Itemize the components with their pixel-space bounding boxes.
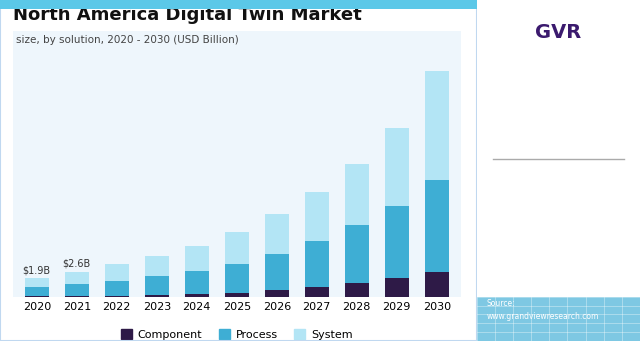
Bar bbox=[25, 287, 49, 296]
Text: GRAND VIEW RESEARCH: GRAND VIEW RESEARCH bbox=[516, 66, 601, 71]
Bar bbox=[65, 284, 89, 296]
Bar bbox=[105, 296, 129, 297]
Bar bbox=[225, 293, 249, 297]
Bar bbox=[145, 276, 169, 295]
Bar bbox=[65, 296, 89, 297]
Text: $2.6B: $2.6B bbox=[63, 258, 91, 269]
Bar bbox=[65, 271, 89, 284]
Bar bbox=[265, 214, 289, 254]
FancyBboxPatch shape bbox=[0, 0, 477, 9]
Bar bbox=[425, 71, 449, 180]
Bar bbox=[305, 287, 329, 297]
Bar bbox=[345, 283, 369, 297]
Bar bbox=[305, 241, 329, 287]
Bar bbox=[185, 271, 209, 294]
Bar bbox=[425, 180, 449, 271]
Bar bbox=[385, 278, 409, 297]
FancyBboxPatch shape bbox=[477, 297, 640, 341]
Legend: Component, Process, System: Component, Process, System bbox=[116, 325, 357, 341]
Text: size, by solution, 2020 - 2030 (USD Billion): size, by solution, 2020 - 2030 (USD Bill… bbox=[16, 35, 239, 45]
Bar bbox=[25, 296, 49, 297]
Bar bbox=[385, 206, 409, 278]
Bar bbox=[345, 225, 369, 283]
Text: $1.9B: $1.9B bbox=[23, 265, 51, 276]
Bar bbox=[305, 192, 329, 241]
Bar bbox=[145, 256, 169, 276]
FancyBboxPatch shape bbox=[486, 7, 630, 61]
Bar bbox=[385, 128, 409, 206]
Bar bbox=[185, 294, 209, 297]
Bar bbox=[265, 254, 289, 291]
Text: North America Digital Twin Market: North America Digital Twin Market bbox=[13, 5, 362, 24]
Text: 35.4%: 35.4% bbox=[506, 122, 611, 151]
Bar bbox=[185, 246, 209, 271]
Text: Source:
www.grandviewresearch.com: Source: www.grandviewresearch.com bbox=[486, 299, 599, 322]
Text: GVR: GVR bbox=[535, 23, 582, 42]
Bar bbox=[225, 232, 249, 264]
Bar bbox=[145, 295, 169, 297]
Bar bbox=[225, 264, 249, 293]
Bar bbox=[265, 291, 289, 297]
Bar bbox=[425, 271, 449, 297]
Bar bbox=[345, 164, 369, 225]
Bar bbox=[25, 278, 49, 287]
Bar bbox=[105, 281, 129, 296]
Bar bbox=[105, 264, 129, 281]
Text: N. America Market CAGR,
2023 - 2030: N. America Market CAGR, 2023 - 2030 bbox=[496, 179, 621, 203]
